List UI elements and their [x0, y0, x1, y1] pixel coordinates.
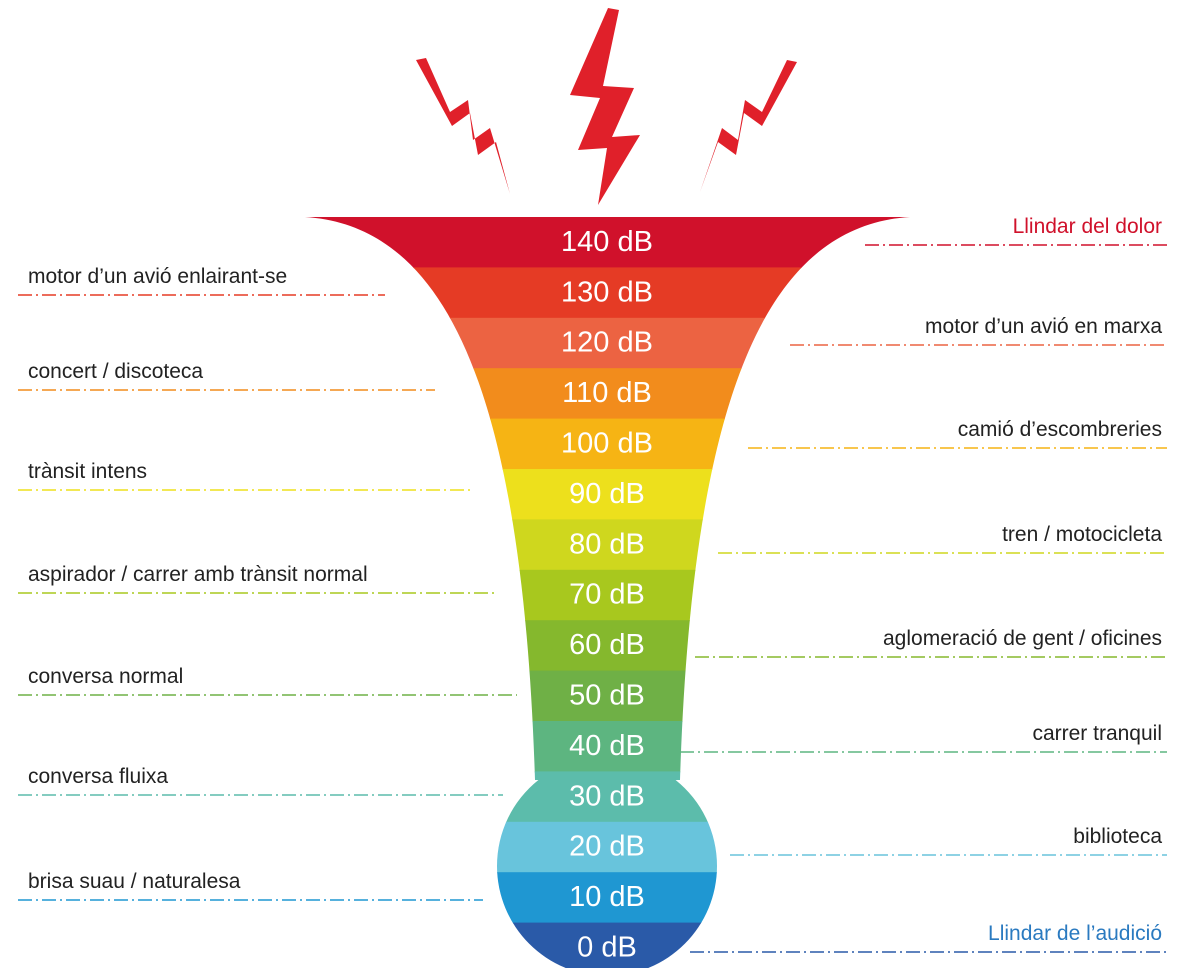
bolt: [416, 58, 510, 194]
right-annotation: motor d’un avió en marxa: [925, 315, 1162, 338]
level-label: 90 dB: [569, 478, 645, 510]
level-label: 30 dB: [569, 780, 645, 812]
level-label: 10 dB: [569, 881, 645, 913]
right-annotation: aglomeració de gent / oficines: [883, 627, 1162, 650]
left-annotation: conversa normal: [28, 665, 183, 688]
bolt: [700, 60, 797, 192]
level-label: 50 dB: [569, 679, 645, 711]
level-label: 80 dB: [569, 528, 645, 560]
level-label: 20 dB: [569, 831, 645, 863]
level-label: 70 dB: [569, 579, 645, 611]
right-annotation: camió d’escombreries: [958, 418, 1162, 441]
level-label: 40 dB: [569, 730, 645, 762]
left-annotation: motor d’un avió enlairant-se: [28, 265, 287, 288]
level-label: 60 dB: [569, 629, 645, 661]
right-annotation: Llindar de l’audició: [988, 922, 1162, 945]
right-annotation: biblioteca: [1073, 825, 1162, 848]
right-annotation: tren / motocicleta: [1002, 523, 1162, 546]
left-annotation: aspirador / carrer amb trànsit normal: [28, 563, 368, 586]
left-annotation: concert / discoteca: [28, 360, 203, 383]
level-label: 120 dB: [561, 327, 653, 359]
left-annotation: brisa suau / naturalesa: [28, 870, 241, 893]
level-label: 110 dB: [562, 377, 652, 409]
bolt: [570, 8, 640, 205]
lightning-icons: [416, 8, 797, 205]
left-annotation: trànsit intens: [28, 460, 147, 483]
level-label: 0 dB: [577, 931, 637, 963]
right-annotation: Llindar del dolor: [1013, 215, 1162, 238]
left-annotation: conversa fluixa: [28, 765, 168, 788]
level-label: 100 dB: [561, 427, 653, 459]
level-label: 130 dB: [561, 276, 653, 308]
level-label: 140 dB: [561, 226, 653, 258]
decibel-diagram: 140 dB 130 dB 120 dB 110 dB 100 dB 90 dB 80 dB…: [0, 0, 1183, 968]
right-annotation: carrer tranquil: [1032, 722, 1162, 745]
